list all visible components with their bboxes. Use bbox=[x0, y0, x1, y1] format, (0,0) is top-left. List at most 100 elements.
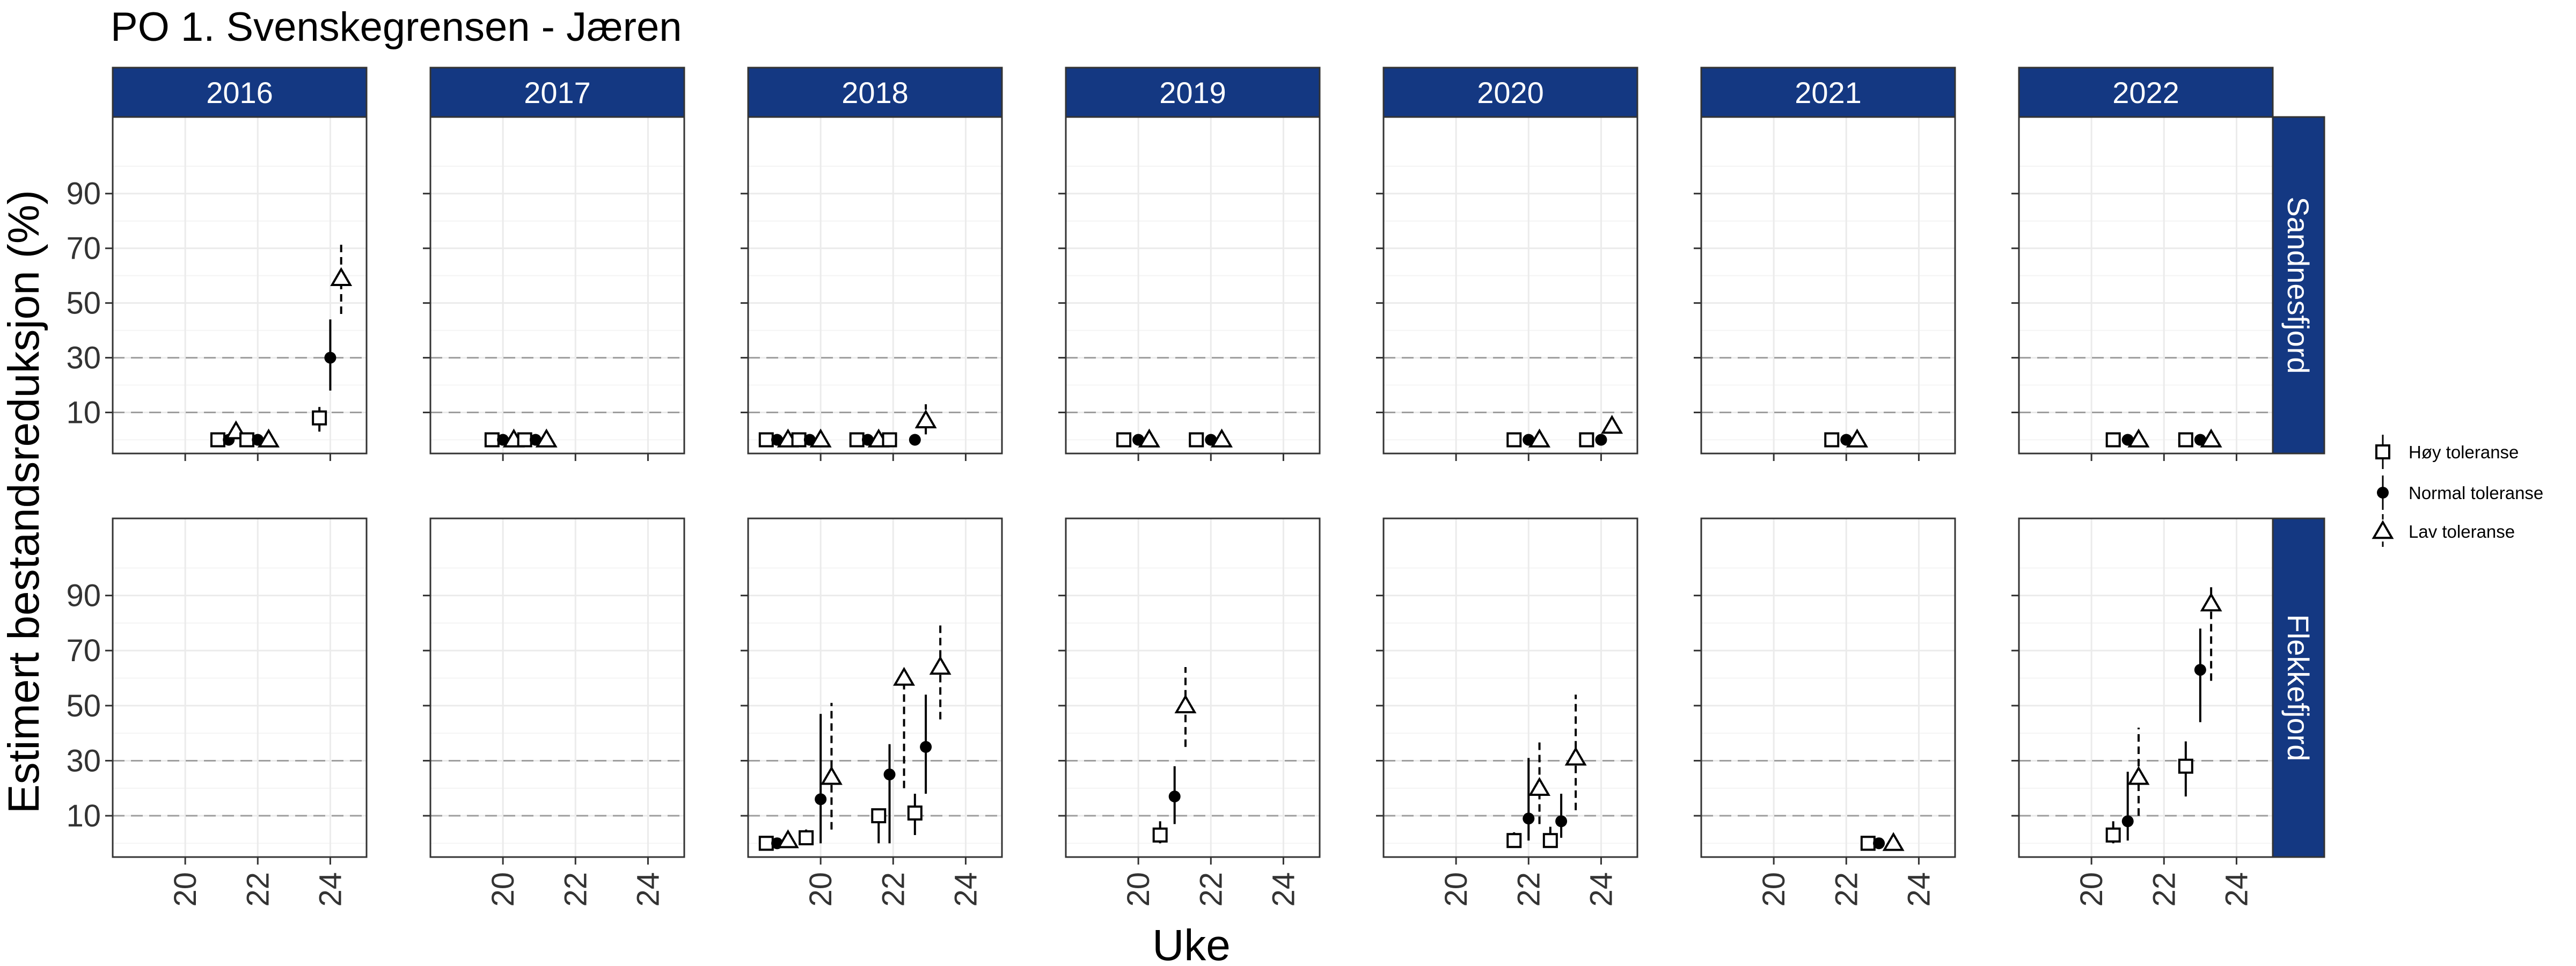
panel-flekkefjord-2018: 20 22 24 bbox=[741, 517, 1003, 907]
marker-square bbox=[239, 432, 255, 448]
data-point bbox=[914, 404, 937, 435]
data-point bbox=[330, 240, 353, 314]
data-point bbox=[2121, 771, 2134, 841]
panel-sandnesfjord-2022 bbox=[2011, 116, 2274, 461]
marker-triangle bbox=[1601, 415, 1623, 434]
data-point bbox=[1138, 428, 1160, 448]
data-point bbox=[929, 623, 952, 720]
data-point bbox=[2178, 741, 2193, 797]
data-point bbox=[1846, 428, 1869, 448]
x-tick-label: 22 bbox=[240, 872, 275, 907]
data-point bbox=[849, 432, 865, 448]
data-point bbox=[517, 432, 532, 448]
marker-triangle bbox=[1211, 428, 1233, 448]
x-tick-label: 22 bbox=[1511, 872, 1546, 907]
data-point bbox=[1528, 741, 1551, 824]
data-point bbox=[871, 808, 887, 844]
x-tick-label: 22 bbox=[2147, 872, 2182, 907]
year-strip-background bbox=[1065, 67, 1321, 118]
y-tick-label: 30 bbox=[66, 743, 101, 778]
data-point bbox=[2127, 727, 2150, 816]
data-point bbox=[758, 432, 774, 448]
data-point bbox=[258, 428, 280, 448]
data-point bbox=[777, 829, 799, 848]
marker-square bbox=[799, 830, 814, 846]
marker-circle bbox=[1873, 837, 1885, 850]
data-point bbox=[1824, 432, 1840, 448]
region-strip-sandnesfjord: Sandnesfjord bbox=[2272, 116, 2325, 455]
panel-background bbox=[113, 117, 367, 453]
marker-triangle bbox=[330, 267, 353, 286]
year-strip-background bbox=[1382, 67, 1638, 118]
panel-sandnesfjord-2021 bbox=[1694, 116, 1956, 461]
year-strip-2022: 2022 bbox=[2018, 67, 2274, 118]
marker-circle bbox=[909, 434, 921, 446]
marker-square bbox=[517, 432, 532, 448]
legend-label: Normal toleranse bbox=[2409, 483, 2543, 503]
panel-background bbox=[1701, 117, 1955, 453]
panel-background bbox=[113, 518, 367, 857]
marker-circle bbox=[2194, 664, 2206, 676]
marker-triangle bbox=[2127, 428, 2150, 448]
panel-flekkefjord-2017: 20 22 24 bbox=[423, 517, 685, 907]
marker-triangle bbox=[929, 656, 952, 675]
data-point bbox=[535, 428, 558, 448]
marker-square bbox=[210, 432, 225, 448]
marker-circle bbox=[815, 793, 827, 806]
year-strip-label: 2016 bbox=[206, 76, 273, 109]
y-tick-label: 50 bbox=[66, 689, 101, 723]
marker-triangle bbox=[809, 428, 832, 448]
year-strip-label: 2020 bbox=[1477, 76, 1544, 109]
panel-background bbox=[1384, 518, 1637, 857]
data-point bbox=[1564, 694, 1587, 810]
legend-item: Høy toleranse bbox=[2375, 435, 2519, 469]
data-point bbox=[210, 432, 225, 448]
y-tick-label: 10 bbox=[66, 799, 101, 833]
legend-item: Lav toleranse bbox=[2372, 514, 2515, 548]
year-strip-2021: 2021 bbox=[1700, 67, 1956, 118]
y-tick-label: 10 bbox=[66, 396, 101, 430]
region-strip-background bbox=[2272, 517, 2325, 858]
x-tick-label: 24 bbox=[1901, 872, 1936, 907]
data-point bbox=[312, 407, 327, 432]
marker-triangle bbox=[2127, 766, 2150, 785]
panel-background bbox=[1066, 117, 1320, 453]
data-point bbox=[1152, 821, 1168, 844]
region-strip-label: Flekkefjord bbox=[2281, 614, 2315, 762]
x-tick-label: 20 bbox=[1439, 872, 1474, 907]
panel-background bbox=[430, 117, 684, 453]
panel-sandnesfjord-2016: 10 30 50 70 90 bbox=[66, 116, 368, 461]
marker-square bbox=[2105, 827, 2121, 843]
data-point bbox=[893, 667, 916, 788]
year-strip-label: 2017 bbox=[524, 76, 591, 109]
marker-triangle bbox=[1528, 428, 1551, 448]
legend-item: Normal toleranse bbox=[2377, 475, 2543, 510]
x-tick-label: 24 bbox=[631, 872, 665, 907]
year-strip-background bbox=[1700, 67, 1956, 118]
year-strip-label: 2019 bbox=[1159, 76, 1226, 109]
marker-triangle bbox=[1564, 747, 1587, 766]
year-strip-2018: 2018 bbox=[747, 67, 1003, 118]
marker-triangle bbox=[914, 409, 937, 429]
year-strip-background bbox=[429, 67, 685, 118]
marker-square bbox=[1506, 432, 1522, 448]
panel-flekkefjord-2016: 10 30 50 70 90 20 22 24 bbox=[66, 517, 368, 907]
data-point bbox=[820, 702, 843, 830]
data-point bbox=[1211, 428, 1233, 448]
year-strip-background bbox=[747, 67, 1003, 118]
data-point bbox=[2127, 428, 2150, 448]
data-point bbox=[791, 432, 807, 448]
data-point bbox=[1860, 836, 1876, 851]
x-tick-label: 22 bbox=[876, 872, 911, 907]
marker-triangle bbox=[1528, 777, 1551, 796]
marker-square bbox=[1860, 836, 1876, 851]
data-point bbox=[1601, 415, 1623, 434]
marker-circle bbox=[920, 741, 932, 753]
marker-square bbox=[1189, 432, 1204, 448]
region-strip-flekkefjord: Flekkefjord bbox=[2272, 517, 2325, 858]
panel-background bbox=[1384, 117, 1637, 453]
panel-background bbox=[748, 117, 1002, 453]
data-point bbox=[1506, 832, 1522, 848]
marker-square bbox=[1542, 833, 1558, 848]
x-tick-label: 24 bbox=[948, 872, 983, 907]
